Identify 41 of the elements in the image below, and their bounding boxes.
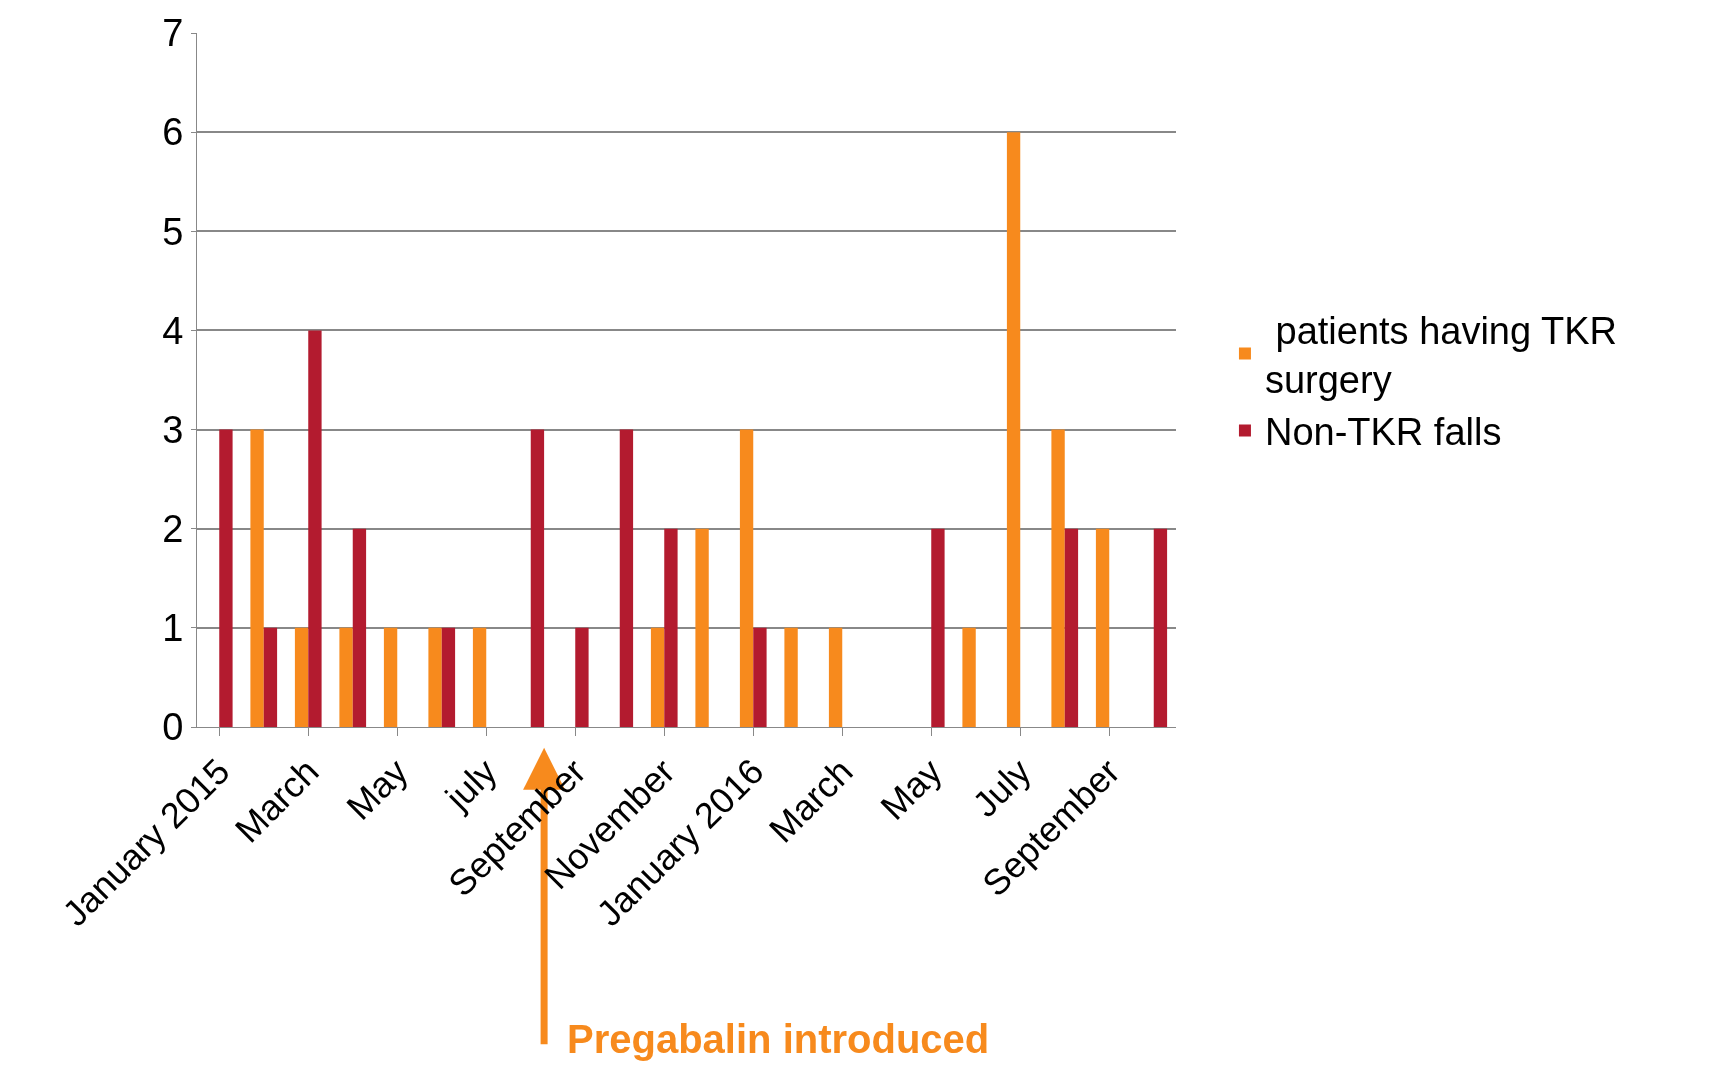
bar (428, 627, 442, 727)
y-tick-label: 0 (162, 706, 184, 749)
bar (352, 528, 367, 727)
bar (308, 330, 322, 727)
bar (739, 429, 754, 727)
legend-label: Non-TKR falls (1264, 411, 1502, 454)
y-tick-label: 3 (162, 408, 184, 451)
x-tick-label: May (338, 750, 416, 828)
bar (294, 627, 309, 727)
y-tick-label: 6 (162, 111, 184, 154)
bar (962, 627, 976, 727)
bar (263, 627, 278, 727)
y-tick-label: 4 (162, 309, 184, 352)
bar (784, 627, 798, 727)
x-tick-label: May (872, 750, 950, 828)
bar (441, 627, 456, 727)
y-tick-label: 5 (162, 210, 184, 253)
bar (1153, 528, 1168, 727)
y-tick-label: 1 (162, 607, 184, 650)
bar (219, 429, 233, 727)
bar (1051, 429, 1065, 727)
bar (383, 627, 398, 727)
bar (575, 627, 589, 727)
bar (650, 627, 665, 727)
y-tick-label: 2 (162, 508, 184, 551)
bar (1006, 132, 1021, 727)
bar (1095, 528, 1110, 727)
bar (530, 429, 545, 727)
bar (664, 528, 678, 727)
bar (695, 528, 709, 727)
legend-label: patients having TKR surgery (1264, 309, 1618, 401)
text: Pregabalin introduced (567, 1017, 990, 1061)
y-tick-label: 7 (162, 12, 184, 55)
bar (472, 627, 487, 727)
bar (619, 429, 634, 727)
bar (931, 528, 945, 727)
bar (339, 627, 353, 727)
bar (828, 627, 843, 727)
bar (753, 627, 767, 727)
bar (1064, 528, 1079, 727)
bar (250, 429, 264, 727)
